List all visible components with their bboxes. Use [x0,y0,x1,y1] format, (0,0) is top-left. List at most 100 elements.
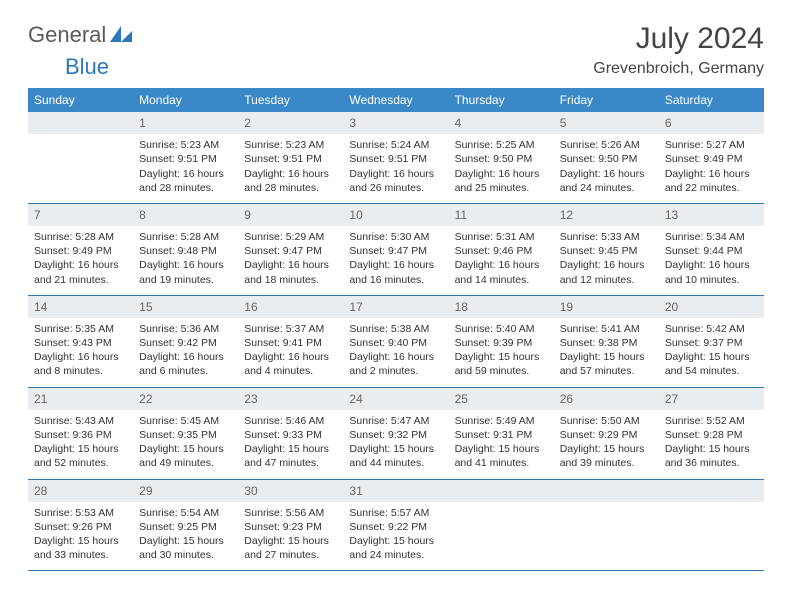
day-sr: Sunrise: 5:28 AM [34,230,127,244]
day-number: 4 [449,112,554,134]
day-dl1: Daylight: 15 hours [139,442,232,456]
day-dl1: Daylight: 15 hours [665,350,758,364]
day-sr: Sunrise: 5:23 AM [139,138,232,152]
day-number: 3 [343,112,448,134]
day-cell: 13Sunrise: 5:34 AMSunset: 9:44 PMDayligh… [659,203,764,295]
day-sr: Sunrise: 5:57 AM [349,506,442,520]
day-sr: Sunrise: 5:37 AM [244,322,337,336]
day-ss: Sunset: 9:25 PM [139,520,232,534]
day-dl1: Daylight: 16 hours [34,350,127,364]
day-sr: Sunrise: 5:49 AM [455,414,548,428]
day-number: 17 [343,296,448,318]
day-dl2: and 26 minutes. [349,181,442,195]
day-sr: Sunrise: 5:28 AM [139,230,232,244]
day-number: 31 [343,480,448,502]
day-ss: Sunset: 9:32 PM [349,428,442,442]
day-dl1: Daylight: 16 hours [139,258,232,272]
day-cell: 23Sunrise: 5:46 AMSunset: 9:33 PMDayligh… [238,387,343,479]
day-number: 9 [238,204,343,226]
day-dl1: Daylight: 15 hours [244,442,337,456]
week-row: 28Sunrise: 5:53 AMSunset: 9:26 PMDayligh… [28,479,764,571]
day-sr: Sunrise: 5:56 AM [244,506,337,520]
day-number-empty [449,480,554,502]
day-sr: Sunrise: 5:47 AM [349,414,442,428]
day-dl1: Daylight: 16 hours [139,167,232,181]
day-dl2: and 49 minutes. [139,456,232,470]
day-ss: Sunset: 9:47 PM [349,244,442,258]
day-sr: Sunrise: 5:53 AM [34,506,127,520]
day-cell: 3Sunrise: 5:24 AMSunset: 9:51 PMDaylight… [343,112,448,203]
day-number-empty [554,480,659,502]
day-cell: 20Sunrise: 5:42 AMSunset: 9:37 PMDayligh… [659,295,764,387]
day-number: 23 [238,388,343,410]
day-number: 18 [449,296,554,318]
day-header: Wednesday [343,88,448,112]
day-sr: Sunrise: 5:40 AM [455,322,548,336]
day-sr: Sunrise: 5:50 AM [560,414,653,428]
day-number: 24 [343,388,448,410]
day-ss: Sunset: 9:28 PM [665,428,758,442]
day-dl2: and 27 minutes. [244,548,337,562]
calendar-table: SundayMondayTuesdayWednesdayThursdayFrid… [28,88,764,571]
day-header: Monday [133,88,238,112]
day-dl2: and 47 minutes. [244,456,337,470]
day-dl2: and 52 minutes. [34,456,127,470]
day-dl2: and 12 minutes. [560,273,653,287]
day-cell: 5Sunrise: 5:26 AMSunset: 9:50 PMDaylight… [554,112,659,203]
month-title: July 2024 [593,22,764,56]
day-sr: Sunrise: 5:23 AM [244,138,337,152]
day-cell: 25Sunrise: 5:49 AMSunset: 9:31 PMDayligh… [449,387,554,479]
day-ss: Sunset: 9:43 PM [34,336,127,350]
day-dl2: and 14 minutes. [455,273,548,287]
day-number: 19 [554,296,659,318]
day-number: 1 [133,112,238,134]
day-ss: Sunset: 9:47 PM [244,244,337,258]
day-cell: 26Sunrise: 5:50 AMSunset: 9:29 PMDayligh… [554,387,659,479]
day-ss: Sunset: 9:38 PM [560,336,653,350]
day-dl1: Daylight: 16 hours [560,167,653,181]
day-header: Thursday [449,88,554,112]
day-dl2: and 44 minutes. [349,456,442,470]
day-sr: Sunrise: 5:52 AM [665,414,758,428]
day-ss: Sunset: 9:40 PM [349,336,442,350]
day-dl1: Daylight: 15 hours [560,350,653,364]
day-number-empty [659,480,764,502]
day-sr: Sunrise: 5:27 AM [665,138,758,152]
day-sr: Sunrise: 5:54 AM [139,506,232,520]
day-number: 2 [238,112,343,134]
day-dl2: and 25 minutes. [455,181,548,195]
day-sr: Sunrise: 5:26 AM [560,138,653,152]
day-sr: Sunrise: 5:30 AM [349,230,442,244]
day-cell: 29Sunrise: 5:54 AMSunset: 9:25 PMDayligh… [133,479,238,571]
day-header: Saturday [659,88,764,112]
day-cell: 4Sunrise: 5:25 AMSunset: 9:50 PMDaylight… [449,112,554,203]
day-ss: Sunset: 9:39 PM [455,336,548,350]
day-sr: Sunrise: 5:29 AM [244,230,337,244]
day-sr: Sunrise: 5:45 AM [139,414,232,428]
logo-text-a: General [28,22,106,48]
day-header: Sunday [28,88,133,112]
day-number: 11 [449,204,554,226]
day-dl1: Daylight: 16 hours [665,167,758,181]
day-ss: Sunset: 9:50 PM [560,152,653,166]
day-cell [28,112,133,203]
day-header: Friday [554,88,659,112]
day-sr: Sunrise: 5:24 AM [349,138,442,152]
day-dl1: Daylight: 16 hours [455,258,548,272]
day-dl2: and 57 minutes. [560,364,653,378]
day-ss: Sunset: 9:49 PM [34,244,127,258]
day-ss: Sunset: 9:29 PM [560,428,653,442]
day-sr: Sunrise: 5:46 AM [244,414,337,428]
day-cell: 10Sunrise: 5:30 AMSunset: 9:47 PMDayligh… [343,203,448,295]
day-number: 6 [659,112,764,134]
week-row: 21Sunrise: 5:43 AMSunset: 9:36 PMDayligh… [28,387,764,479]
day-cell: 14Sunrise: 5:35 AMSunset: 9:43 PMDayligh… [28,295,133,387]
day-dl1: Daylight: 15 hours [34,442,127,456]
day-dl1: Daylight: 16 hours [349,167,442,181]
day-dl1: Daylight: 16 hours [244,167,337,181]
day-number: 7 [28,204,133,226]
day-dl2: and 28 minutes. [244,181,337,195]
day-sr: Sunrise: 5:31 AM [455,230,548,244]
day-number-empty [28,112,133,134]
day-dl1: Daylight: 15 hours [455,350,548,364]
